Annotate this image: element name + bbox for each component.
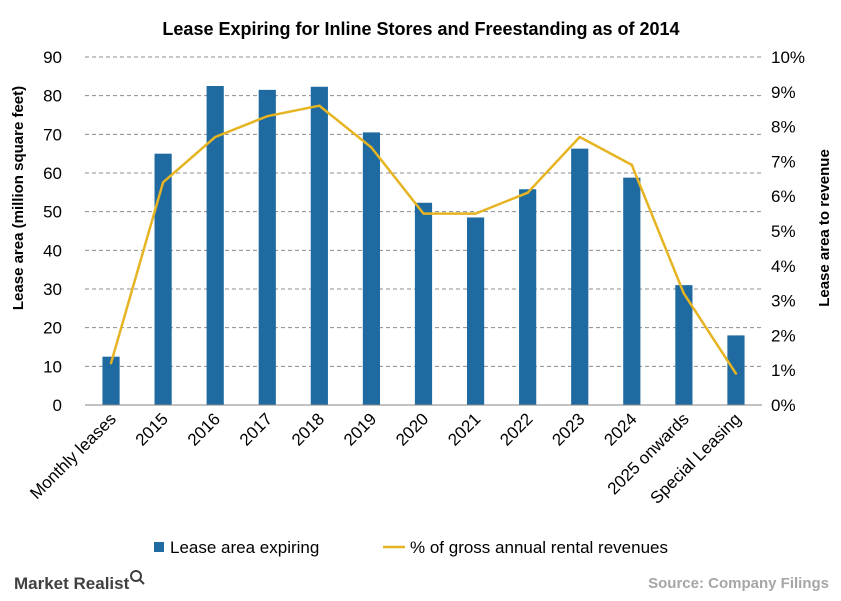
y2-tick-label: 4% bbox=[771, 257, 796, 276]
x-tick-label: 2015 bbox=[132, 409, 172, 449]
line-point bbox=[630, 163, 634, 167]
x-tick-label: 2017 bbox=[236, 409, 276, 449]
line-point bbox=[161, 181, 165, 184]
bar bbox=[258, 89, 276, 405]
line-point bbox=[213, 135, 217, 139]
y2-tick-label: 6% bbox=[771, 187, 796, 206]
line-point bbox=[682, 292, 686, 295]
line-point bbox=[474, 212, 477, 215]
bar-series bbox=[102, 86, 745, 406]
x-tick-label: 2020 bbox=[392, 409, 432, 449]
bar bbox=[519, 189, 537, 405]
magnifier-icon bbox=[130, 570, 142, 582]
bar bbox=[206, 86, 224, 405]
line-point bbox=[526, 191, 529, 194]
y-axis-title: Lease area (million square feet) bbox=[10, 86, 27, 310]
x-tick-label: 2021 bbox=[444, 409, 484, 449]
line-point bbox=[422, 212, 425, 215]
y-tick-label: 10 bbox=[43, 357, 62, 376]
line-point bbox=[318, 104, 321, 107]
line-point bbox=[578, 135, 581, 139]
y-tick-label: 50 bbox=[43, 203, 62, 222]
bar bbox=[154, 153, 172, 405]
x-tick-label: Special Leasing bbox=[646, 409, 744, 507]
legend-label-bar: Lease area expiring bbox=[170, 538, 319, 557]
line-point bbox=[109, 362, 113, 365]
x-axis-ticks: Monthly leases 2015 2016 2017 2018 2019 2020 20… bbox=[26, 409, 745, 507]
bar bbox=[727, 335, 745, 405]
brand-logo: Market Realist bbox=[14, 570, 145, 593]
y-tick-label: 30 bbox=[43, 280, 62, 299]
y2-axis-title: Lease area to revenue bbox=[816, 149, 833, 307]
x-tick-label: 2023 bbox=[548, 409, 588, 449]
bar bbox=[362, 132, 381, 405]
y2-tick-label: 5% bbox=[771, 222, 796, 241]
y2-tick-label: 8% bbox=[771, 118, 796, 137]
bar bbox=[310, 86, 328, 406]
x-tick-label: 2024 bbox=[600, 409, 640, 449]
x-tick-label: Monthly leases bbox=[26, 409, 120, 503]
legend-swatch-bar bbox=[154, 542, 164, 552]
y2-tick-label: 2% bbox=[771, 326, 796, 345]
bar bbox=[623, 177, 641, 405]
y2-tick-label: 0% bbox=[771, 396, 796, 415]
y-tick-label: 40 bbox=[43, 241, 62, 260]
y-tick-label: 0 bbox=[53, 396, 62, 415]
legend: Lease area expiring % of gross annual re… bbox=[154, 538, 668, 557]
bar bbox=[571, 148, 589, 405]
bar bbox=[675, 285, 693, 405]
magnifier-handle bbox=[139, 579, 145, 585]
y-axis-right-ticks: 0% 1% 2% 3% 4% 5% 6% 7% 8% 9% 10% bbox=[771, 48, 805, 415]
x-tick-label: 2019 bbox=[340, 409, 380, 449]
brand-name: Market Realist bbox=[14, 574, 130, 593]
y-tick-label: 20 bbox=[43, 319, 62, 338]
line-series bbox=[109, 104, 738, 375]
x-tick-label: 2018 bbox=[288, 409, 328, 449]
y2-tick-label: 10% bbox=[771, 48, 805, 67]
y2-tick-label: 1% bbox=[771, 361, 796, 380]
y-tick-label: 60 bbox=[43, 164, 62, 183]
bar bbox=[414, 202, 433, 405]
bar bbox=[102, 356, 120, 405]
y-tick-label: 80 bbox=[43, 87, 62, 106]
y-tick-label: 70 bbox=[43, 125, 62, 144]
line-point bbox=[266, 114, 269, 118]
source-note: Source: Company Filings bbox=[648, 575, 829, 592]
chart-title: Lease Expiring for Inline Stores and Fre… bbox=[162, 19, 679, 39]
y2-tick-label: 3% bbox=[771, 292, 796, 311]
y2-tick-label: 7% bbox=[771, 152, 796, 171]
legend-label-line: % of gross annual rental revenues bbox=[410, 538, 668, 557]
y2-tick-label: 9% bbox=[771, 83, 796, 102]
x-tick-label: 2022 bbox=[496, 409, 536, 449]
y-tick-label: 90 bbox=[43, 48, 62, 67]
line-point bbox=[370, 146, 373, 149]
y-axis-left-ticks: 0 10 20 30 40 50 60 70 80 90 bbox=[43, 48, 62, 415]
line-point bbox=[734, 372, 738, 375]
bar bbox=[466, 217, 485, 405]
x-tick-label: 2016 bbox=[184, 409, 224, 449]
